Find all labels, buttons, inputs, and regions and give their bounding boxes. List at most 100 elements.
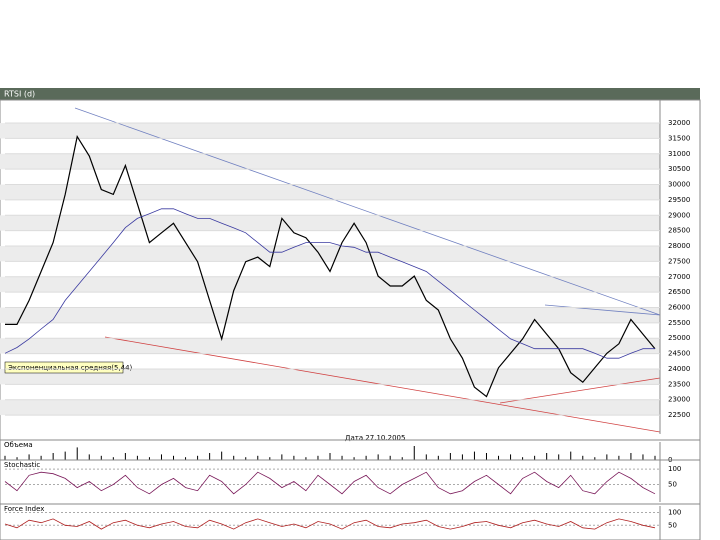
bar <box>173 455 175 460</box>
bar <box>546 453 548 460</box>
bar <box>630 453 632 460</box>
bar <box>461 454 463 460</box>
bar <box>401 457 403 460</box>
bar <box>221 451 223 460</box>
bar <box>389 455 391 460</box>
y-tick-label: 24500 <box>668 350 690 358</box>
bar <box>510 454 512 460</box>
bar <box>293 455 295 460</box>
bar <box>473 451 475 460</box>
y-tick-label: 29000 <box>668 211 690 219</box>
bar <box>485 453 487 460</box>
y-tick-label: 27500 <box>668 257 690 265</box>
bar <box>654 455 656 460</box>
bar <box>594 457 596 460</box>
bar <box>124 453 126 460</box>
bar <box>245 457 247 460</box>
bar <box>425 454 427 460</box>
bar <box>257 455 259 460</box>
bar <box>377 454 379 460</box>
y-tick-label: 100 <box>668 509 681 517</box>
bar <box>522 457 524 460</box>
legend-box <box>4 361 124 374</box>
bar <box>365 455 367 460</box>
bar <box>558 454 560 460</box>
bar <box>52 453 54 460</box>
bar <box>28 454 30 460</box>
bar <box>76 447 78 460</box>
y-tick-label: 25000 <box>668 334 690 342</box>
bar <box>4 455 6 460</box>
bar <box>233 455 235 460</box>
series-line <box>4 208 655 359</box>
y-tick-label: 31500 <box>668 134 690 142</box>
trend-line <box>74 107 661 316</box>
bar <box>64 451 66 460</box>
bar <box>136 455 138 460</box>
trend-line <box>499 377 661 404</box>
bar <box>197 455 199 460</box>
legend-text: Экспоненциальная средняя(5,44) <box>8 364 133 372</box>
y-tick-label: 30500 <box>668 165 690 173</box>
series-line <box>4 471 656 495</box>
series-line <box>5 135 656 398</box>
bar <box>100 455 102 460</box>
y-tick-label: 28500 <box>668 227 690 235</box>
bar <box>642 454 644 460</box>
y-tick-label: 31000 <box>668 150 690 158</box>
y-tick-label: 30000 <box>668 181 690 189</box>
band <box>0 338 660 354</box>
bar <box>209 453 211 460</box>
y-tick-label: 50 <box>668 481 677 489</box>
y-tick-label: 26500 <box>668 288 690 296</box>
panel-title: Stochastic <box>4 461 40 469</box>
y-tick-label: 32000 <box>668 119 690 127</box>
band <box>0 276 660 293</box>
bar <box>305 457 307 460</box>
panel-title: Force Index <box>4 505 44 513</box>
toolbar-title: RTSI (d) <box>4 90 35 99</box>
y-tick-label: 23500 <box>668 380 690 388</box>
y-tick-label: 100 <box>668 465 681 473</box>
bar <box>16 457 18 460</box>
bar <box>317 455 319 460</box>
bar <box>570 451 572 460</box>
bar <box>449 453 451 460</box>
band <box>0 184 660 200</box>
panel-title: Объема <box>4 441 33 449</box>
band <box>0 123 660 139</box>
band <box>0 399 660 416</box>
y-tick-label: 29500 <box>668 196 690 204</box>
y-tick-label: 27000 <box>668 273 690 281</box>
bar <box>606 454 608 460</box>
band <box>0 368 660 385</box>
bar <box>112 457 114 460</box>
bar <box>185 457 187 460</box>
band <box>0 215 660 231</box>
y-tick-label: 22500 <box>668 411 690 419</box>
bar <box>329 453 331 460</box>
y-tick-label: 25500 <box>668 319 690 327</box>
series-line <box>4 518 656 530</box>
bar <box>582 455 584 460</box>
bar <box>148 457 150 460</box>
trend-line <box>544 304 661 316</box>
bar <box>88 454 90 460</box>
bands <box>0 123 660 416</box>
bar <box>281 454 283 460</box>
bar <box>160 454 162 460</box>
info-text: Дата 27.10.2005 <box>345 434 405 442</box>
bar <box>618 455 620 460</box>
bar <box>341 455 343 460</box>
bar <box>353 457 355 460</box>
y-tick-label: 26000 <box>668 304 690 312</box>
bar <box>413 446 415 460</box>
bar <box>437 455 439 460</box>
y-tick-label: 50 <box>668 521 677 529</box>
toolbar <box>0 88 700 100</box>
bar <box>498 455 500 460</box>
bar <box>534 455 536 460</box>
bar <box>40 455 42 460</box>
